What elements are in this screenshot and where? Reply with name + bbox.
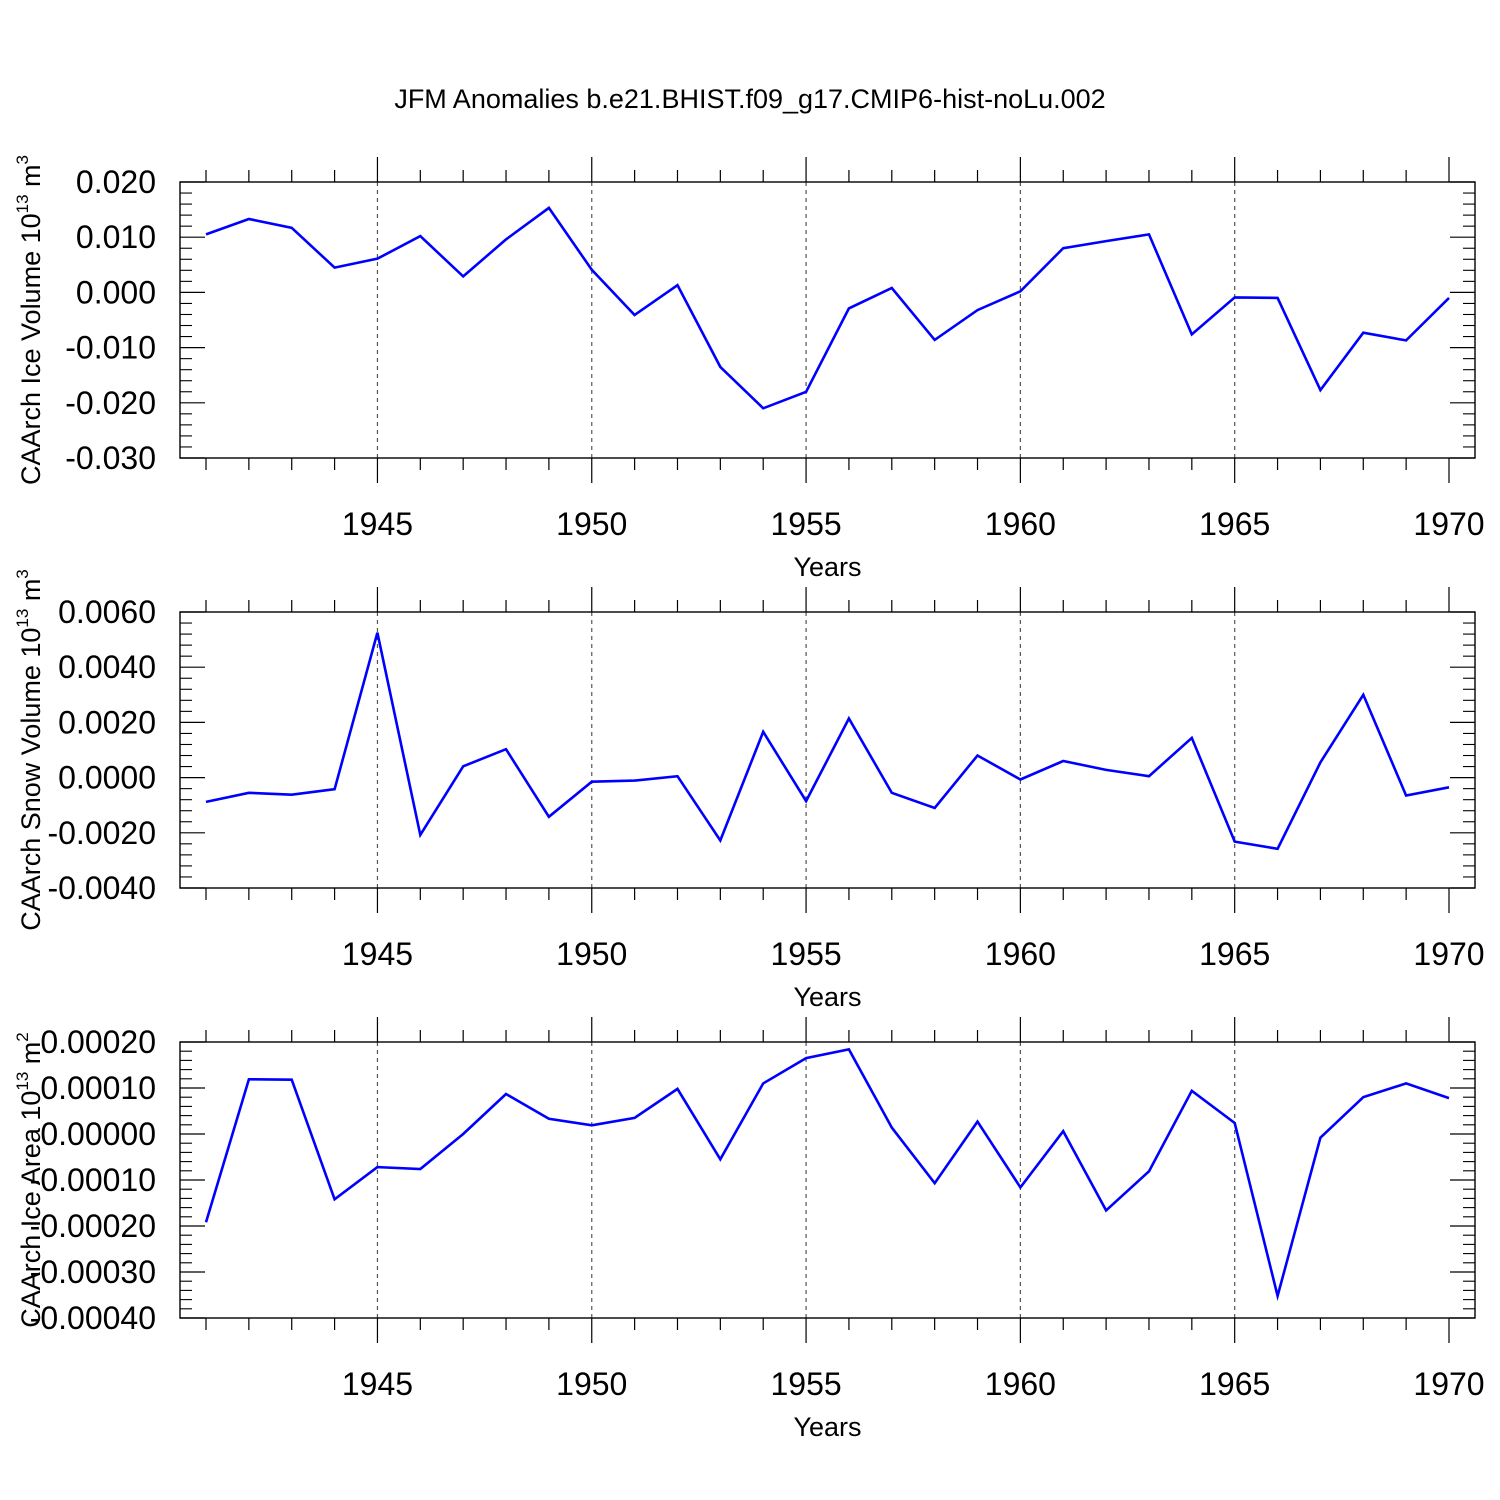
series-line xyxy=(205,206,1450,410)
x-tick-label: 1945 xyxy=(342,936,413,972)
chart-panel-1: 1945 1950 1955 1960 1965 1970 Years -0.030 -0.02… xyxy=(13,155,1485,582)
chart-panel-2: 1945 1950 1955 1960 1965 1970 Years -0.0040 -0.0… xyxy=(13,569,1485,1012)
x-tick-label: 1950 xyxy=(556,936,627,972)
y-axis-label: CAArch Ice Area 1013 m2 xyxy=(13,1032,46,1328)
x-tick-label: 1965 xyxy=(1199,1366,1270,1402)
y-tick-label: 0.010 xyxy=(76,219,156,255)
y-axis-label-unit-exponent: 3 xyxy=(13,155,32,164)
y-tick-label: -0.00040 xyxy=(30,1300,156,1336)
y-tick-label: 0.0020 xyxy=(58,704,156,740)
y-axis-label-unit-exponent: 2 xyxy=(13,1032,32,1041)
y-axis-label-unit-exponent: 3 xyxy=(13,569,32,578)
y-tick-label: 0.00020 xyxy=(40,1024,156,1060)
x-tick-label: 1955 xyxy=(770,1366,841,1402)
x-tick-label: 1955 xyxy=(770,936,841,972)
x-tick-label: 1950 xyxy=(556,1366,627,1402)
x-tick-label: 1970 xyxy=(1413,1366,1484,1402)
y-tick-label: -0.020 xyxy=(65,385,156,421)
x-tick-label: 1960 xyxy=(985,1366,1056,1402)
x-tick-label: 1965 xyxy=(1199,936,1270,972)
y-tick-label: -0.00030 xyxy=(30,1254,156,1290)
y-axis-label-text: CAArch Ice Volume 10 xyxy=(16,213,46,485)
x-tick-label: 1960 xyxy=(985,936,1056,972)
y-axis-label-exponent: 13 xyxy=(13,194,32,213)
y-tick-label: 0.0000 xyxy=(58,760,156,796)
x-axis-label: Years xyxy=(793,1412,861,1442)
y-tick-label: -0.0020 xyxy=(47,815,156,851)
x-tick-label: 1945 xyxy=(342,506,413,542)
series-line xyxy=(205,632,1450,851)
x-tick-label: 1970 xyxy=(1413,506,1484,542)
plot-frame xyxy=(179,181,1476,459)
chart-title: JFM Anomalies b.e21.BHIST.f09_g17.CMIP6-… xyxy=(394,84,1106,114)
y-tick-label: -0.0040 xyxy=(47,870,156,906)
y-tick-label: 0.0060 xyxy=(58,594,156,630)
x-tick-label: 1950 xyxy=(556,506,627,542)
y-tick-label: 0.000 xyxy=(76,274,156,310)
y-tick-label: -0.030 xyxy=(65,440,156,476)
series-line xyxy=(204,1047,1450,1302)
x-tick-label: 1965 xyxy=(1199,506,1270,542)
y-tick-label: -0.00010 xyxy=(30,1162,156,1198)
y-axis-label: CAArch Snow Volume 1013 m3 xyxy=(13,569,46,931)
y-axis-label-exponent: 13 xyxy=(13,609,32,628)
y-tick-label: 0.020 xyxy=(76,164,156,200)
y-tick-label: 0.00000 xyxy=(40,1116,156,1152)
x-tick-label: 1945 xyxy=(342,1366,413,1402)
x-tick-label: 1970 xyxy=(1413,936,1484,972)
y-axis-label-unit: m xyxy=(16,164,46,194)
y-axis-label-unit: m xyxy=(16,579,46,609)
y-axis-label-text: CAArch Ice Area 10 xyxy=(16,1091,46,1328)
x-tick-label: 1955 xyxy=(770,506,841,542)
y-tick-label: 0.0040 xyxy=(58,649,156,685)
y-tick-label: -0.00020 xyxy=(30,1208,156,1244)
plot-frame xyxy=(179,1041,1476,1319)
y-tick-label: 0.00010 xyxy=(40,1070,156,1106)
chart-panel-3: 1945 1950 1955 1960 1965 1970 Years -0.00040 -0.… xyxy=(13,1017,1485,1442)
y-axis-label-exponent: 13 xyxy=(13,1072,32,1091)
y-axis-label-text: CAArch Snow Volume 10 xyxy=(16,628,46,931)
y-tick-label: -0.010 xyxy=(65,330,156,366)
plot-frame xyxy=(179,611,1476,889)
x-axis-label: Years xyxy=(793,982,861,1012)
y-axis-label-unit: m xyxy=(16,1042,46,1072)
x-axis-label: Years xyxy=(793,552,861,582)
y-axis-label: CAArch Ice Volume 1013 m3 xyxy=(13,155,46,485)
x-tick-label: 1960 xyxy=(985,506,1056,542)
